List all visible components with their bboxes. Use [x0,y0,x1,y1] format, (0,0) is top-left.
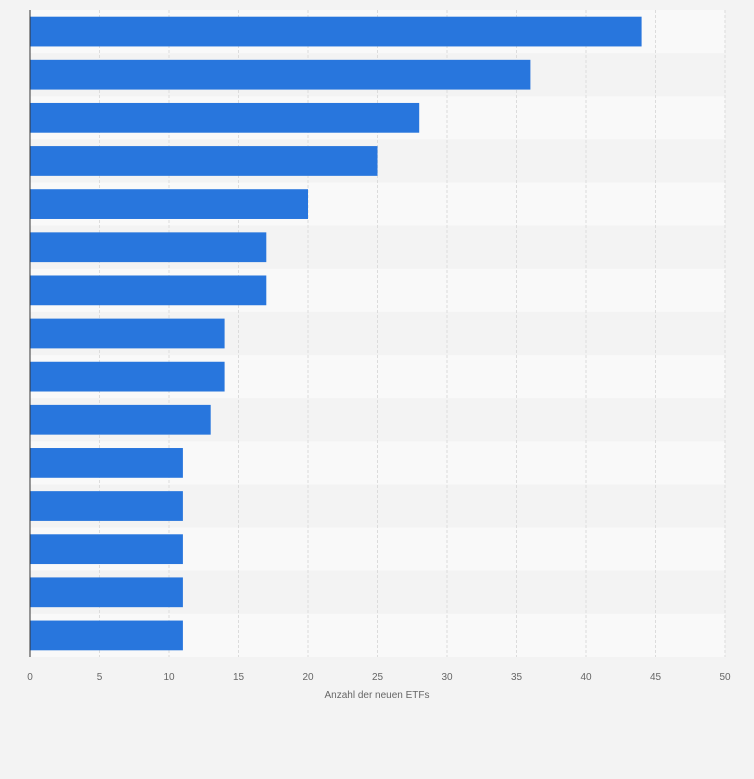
x-tick-label: 40 [580,672,592,683]
x-tick-label: 25 [372,672,384,683]
bar[interactable] [30,577,183,608]
bar[interactable] [30,16,642,47]
bar[interactable] [30,448,183,478]
x-tick-label: 35 [511,672,523,683]
bar[interactable] [30,361,225,392]
x-tick-labels: 0 5 10 15 20 25 30 35 40 45 50 [27,672,731,683]
bar[interactable] [30,189,308,219]
x-tick-label: 5 [97,672,103,683]
bar[interactable] [30,59,531,90]
x-axis-title: Anzahl der neuen ETFs [324,690,429,701]
bar[interactable] [30,620,183,651]
x-tick-label: 20 [302,672,314,683]
bar[interactable] [30,275,267,306]
x-tick-label: 45 [650,672,662,683]
bar[interactable] [30,146,378,176]
x-tick-label: 0 [27,672,33,683]
bars [30,16,642,651]
bar[interactable] [30,534,183,565]
x-tick-label: 50 [719,672,731,683]
x-tick-label: 10 [163,672,175,683]
bar[interactable] [30,404,211,435]
x-tick-label: 15 [233,672,245,683]
bar[interactable] [30,232,267,263]
bar[interactable] [30,491,183,521]
bar[interactable] [30,318,225,349]
x-tick-label: 30 [441,672,453,683]
bar[interactable] [30,102,420,133]
